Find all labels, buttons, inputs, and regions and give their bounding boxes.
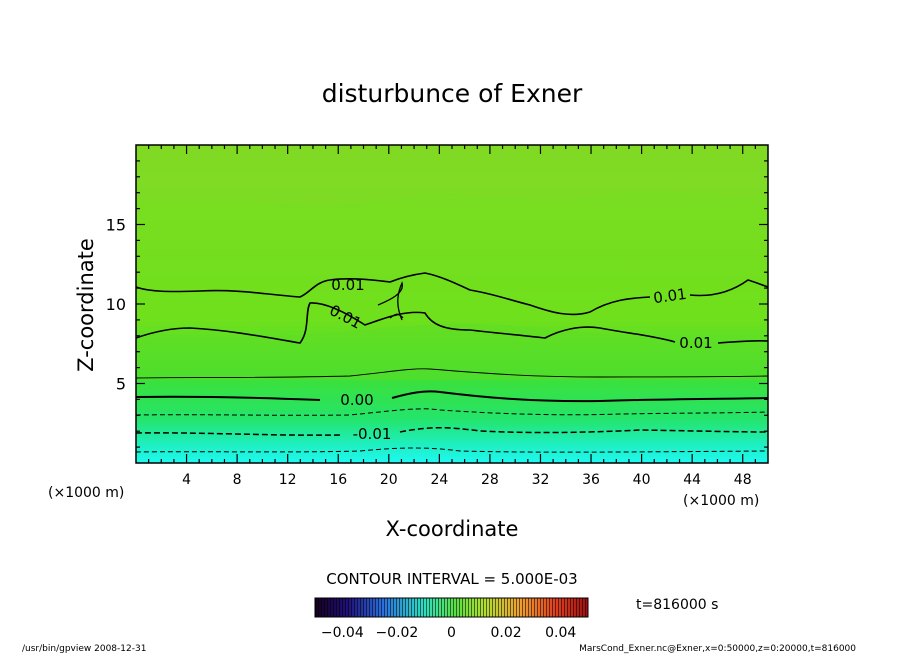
colorbar-tick-label: 0.02 (491, 625, 522, 641)
x-tick-label: 44 (683, 472, 701, 488)
colorbar-tick-label: −0.02 (375, 625, 418, 641)
x-unit-left: (×1000 m) (48, 485, 124, 501)
colorbar-tick-label: 0.04 (545, 625, 576, 641)
x-tick-label: 48 (734, 472, 752, 488)
y-axis-label: Z-coordinate (74, 238, 98, 372)
x-axis-ticks: 4 8 12 16 20 24 28 32 36 40 44 48 (148, 145, 756, 488)
x-tick-label: 16 (329, 472, 347, 488)
contour-interval: CONTOUR INTERVAL = 5.000E-03 (326, 570, 577, 588)
y-tick-label: 10 (106, 295, 126, 314)
contour-label-1: 0.01 (331, 276, 364, 294)
contour-label-5: 0.00 (340, 391, 373, 409)
contour-0005 (136, 368, 768, 379)
contour-neg-3 (136, 447, 768, 453)
colorbar-frame (314, 597, 589, 618)
x-tick-label: 32 (532, 472, 550, 488)
x-tick-label: 24 (430, 472, 448, 488)
contour-label-3: 0.01 (652, 285, 688, 307)
shade-band-mid (136, 323, 768, 380)
x-unit-right: (×1000 m) (683, 493, 759, 509)
colorbar-ticks: −0.04 −0.02 0 0.02 0.04 (321, 625, 577, 641)
x-tick-label: 8 (233, 472, 242, 488)
y-tick-label: 15 (106, 216, 126, 235)
y-tick-label: 5 (116, 375, 126, 394)
x-tick-label: 4 (182, 472, 191, 488)
colorbar-tick-label: 0 (447, 625, 456, 641)
contour-upper (136, 272, 768, 316)
time-label: t=816000 s (636, 597, 718, 613)
x-tick-label: 40 (633, 472, 651, 488)
x-tick-label: 12 (279, 472, 297, 488)
x-tick-label: 20 (380, 472, 398, 488)
contour-neg-2 (136, 427, 768, 436)
contour-zero (136, 390, 768, 403)
x-axis-label: X-coordinate (386, 517, 519, 541)
colorbar-stripes (315, 598, 588, 617)
footer-right: MarsCond_Exner.nc@Exner,x=0:50000,z=0:20… (579, 644, 856, 654)
contour-label-6: -0.01 (353, 425, 392, 443)
shade-band-upper (136, 145, 768, 205)
contour-detail (377, 281, 404, 321)
field-layer (136, 145, 768, 463)
y-axis-ticks: 5 10 15 (106, 160, 768, 448)
colorbar-tick-label: −0.04 (321, 625, 364, 641)
x-tick-label: 36 (582, 472, 600, 488)
contour-label-4: 0.01 (679, 334, 712, 352)
chart-title: disturbunce of Exner (322, 79, 583, 108)
footer-left: /usr/bin/gpview 2008-12-31 (22, 644, 146, 654)
contour-neg-1 (136, 408, 768, 416)
x-tick-label: 28 (481, 472, 499, 488)
